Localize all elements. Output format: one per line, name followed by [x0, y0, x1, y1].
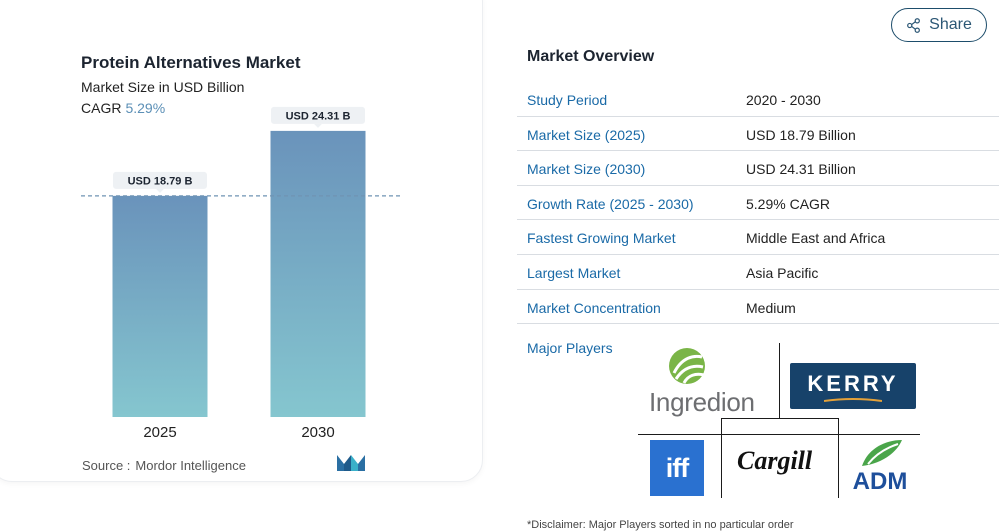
- overview-key[interactable]: Largest Market: [527, 264, 621, 281]
- share-icon: [907, 17, 921, 33]
- value-label-pointer: [314, 123, 322, 128]
- overview-value: USD 18.79 Billion: [746, 126, 856, 143]
- share-label: Share: [929, 16, 972, 33]
- source-label: Source :: [82, 458, 131, 473]
- mordor-intelligence-logo-icon: [337, 455, 365, 471]
- source-value: Mordor Intelligence: [135, 458, 246, 473]
- iff-logo[interactable]: iff: [650, 440, 704, 496]
- ingredion-leaf-icon: [669, 348, 705, 384]
- overview-row: Largest Market Asia Pacific: [517, 255, 999, 290]
- logo-divider: [721, 418, 839, 419]
- ingredion-wordmark: Ingredion: [649, 387, 755, 417]
- cagr-label: CAGR: [81, 100, 122, 116]
- overview-key[interactable]: Market Size (2030): [527, 161, 646, 178]
- chart-subtitle: Market Size in USD Billion: [81, 79, 245, 95]
- chart-card: [0, 0, 483, 482]
- chart-title: Protein Alternatives Market: [81, 53, 301, 72]
- value-label: USD 18.79 B: [128, 175, 193, 187]
- adm-leaf-icon: [862, 440, 902, 466]
- overview-title: Market Overview: [527, 48, 655, 65]
- kerry-logo[interactable]: KERRY: [790, 363, 916, 409]
- value-label-bg: [271, 106, 365, 124]
- overview-row: Market Size (2030) USD 24.31 Billion: [517, 151, 999, 186]
- overview-row: Study Period 2020 - 2030: [517, 82, 999, 117]
- logo-divider: [721, 418, 722, 498]
- overview-key[interactable]: Market Size (2025): [527, 126, 646, 143]
- disclaimer: *Disclaimer: Major Players sorted in no …: [527, 519, 794, 531]
- overview-value: 5.29% CAGR: [746, 195, 831, 212]
- adm-wordmark: ADM: [852, 468, 908, 495]
- overview-row: Market Concentration Medium: [517, 290, 999, 325]
- overview-row: Growth Rate (2025 - 2030) 5.29% CAGR: [517, 186, 999, 221]
- major-players-label[interactable]: Major Players: [527, 340, 613, 356]
- cagr-value: 5.29%: [125, 100, 166, 116]
- value-label-pointer: [156, 188, 164, 193]
- logo-divider: [838, 418, 839, 498]
- chart-cagr: CAGR 5.29%: [81, 100, 165, 116]
- overview-key[interactable]: Growth Rate (2025 - 2030): [527, 195, 694, 212]
- overview-value: Asia Pacific: [746, 264, 819, 281]
- kerry-swoosh-icon: [824, 398, 882, 402]
- overview-row: Market Size (2025) USD 18.79 Billion: [517, 117, 999, 152]
- overview-key[interactable]: Study Period: [527, 92, 608, 108]
- adm-logo[interactable]: ADM: [842, 438, 918, 496]
- x-tick-label: 2030: [301, 424, 334, 441]
- major-players-logos: Ingredion KERRY iff Cargill ADM: [638, 343, 920, 498]
- logo-divider: [779, 343, 780, 418]
- overview-key[interactable]: Market Concentration: [527, 299, 661, 316]
- overview-value: Middle East and Africa: [746, 230, 886, 247]
- overview-value: 2020 - 2030: [746, 92, 821, 108]
- cargill-wordmark: Cargill: [737, 446, 813, 475]
- bar-2030: [270, 130, 366, 417]
- overview-row: Fastest Growing Market Middle East and A…: [517, 220, 999, 255]
- kerry-wordmark: KERRY: [807, 371, 899, 396]
- overview-value: Medium: [746, 299, 796, 316]
- overview-table: Study Period 2020 - 2030 Market Size (20…: [517, 82, 999, 325]
- value-label: USD 24.31 B: [286, 110, 351, 122]
- share-button[interactable]: Share: [891, 8, 987, 42]
- bar-2025: [112, 195, 208, 417]
- value-label-bg: [113, 171, 207, 189]
- logo-divider: [638, 434, 920, 435]
- x-tick-label: 2025: [143, 424, 176, 441]
- overview-value: USD 24.31 Billion: [746, 161, 856, 178]
- bar-chart: USD 18.79 B 2025 USD 24.31 B 2030: [81, 106, 400, 441]
- cargill-logo[interactable]: Cargill: [721, 418, 837, 498]
- overview-key[interactable]: Fastest Growing Market: [527, 230, 676, 247]
- ingredion-logo[interactable]: Ingredion: [638, 343, 779, 418]
- source-line: Source : Mordor Intelligence: [82, 458, 246, 473]
- iff-wordmark: iff: [665, 453, 689, 483]
